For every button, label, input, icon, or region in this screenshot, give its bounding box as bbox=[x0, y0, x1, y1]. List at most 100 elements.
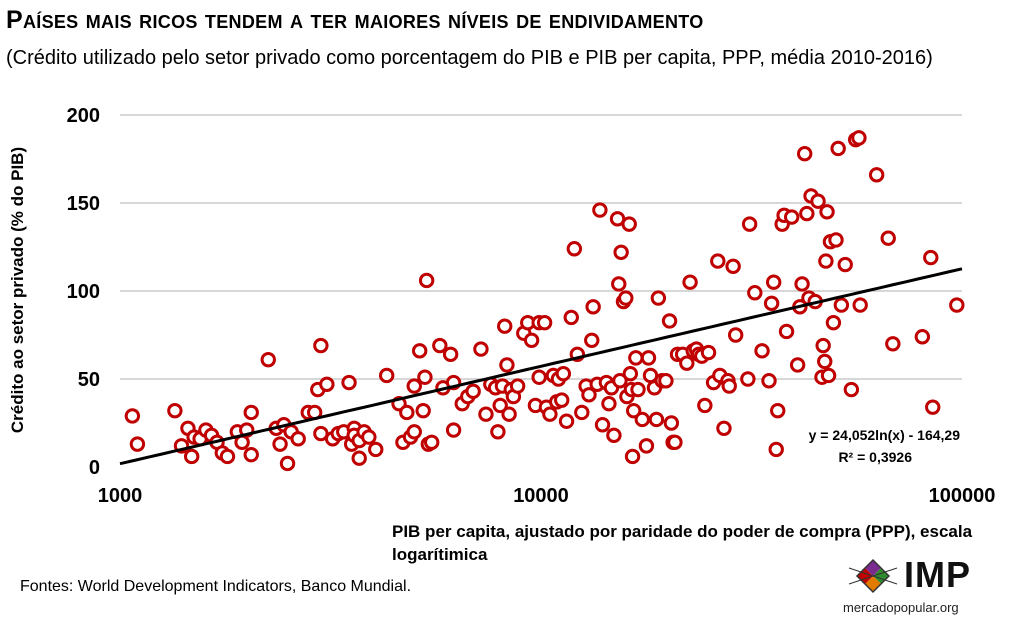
data-point bbox=[761, 373, 777, 389]
y-tick-label: 50 bbox=[78, 369, 100, 391]
data-point bbox=[815, 337, 831, 354]
data-point bbox=[368, 441, 384, 458]
data-point bbox=[279, 455, 296, 472]
data-point bbox=[625, 402, 642, 419]
data-point bbox=[423, 434, 440, 451]
data-point bbox=[949, 297, 965, 313]
diamond-logo-icon bbox=[848, 558, 898, 594]
data-point bbox=[601, 395, 617, 412]
data-point bbox=[501, 406, 517, 422]
data-point bbox=[778, 323, 795, 340]
regression-r-squared: R² = 0,3926 bbox=[838, 449, 912, 465]
chart-subtitle: (Crédito utilizado pelo setor privado co… bbox=[6, 47, 933, 69]
data-point bbox=[765, 274, 782, 290]
data-point bbox=[634, 411, 650, 428]
data-point bbox=[581, 387, 597, 403]
data-point bbox=[418, 272, 435, 289]
data-point bbox=[819, 204, 835, 220]
data-point bbox=[243, 446, 259, 463]
data-point bbox=[789, 357, 806, 373]
data-point bbox=[810, 193, 826, 209]
data-point bbox=[852, 297, 868, 313]
data-point bbox=[290, 431, 306, 447]
data-point bbox=[837, 256, 853, 273]
data-point bbox=[523, 332, 540, 348]
data-point bbox=[415, 402, 431, 419]
chart-title: Países mais ricos tendem a ter maiores n… bbox=[6, 6, 704, 34]
data-point bbox=[828, 232, 844, 248]
data-point bbox=[592, 202, 608, 218]
data-point bbox=[754, 343, 770, 359]
data-point bbox=[406, 424, 422, 440]
x-axis-label: PIB per capita, ajustado por paridade do… bbox=[392, 522, 973, 564]
data-point bbox=[727, 327, 744, 343]
data-point bbox=[648, 411, 665, 428]
data-point bbox=[584, 332, 600, 348]
data-point bbox=[606, 427, 622, 444]
data-point bbox=[817, 353, 833, 370]
data-point bbox=[663, 415, 680, 431]
x-tick-label: 1000 bbox=[98, 485, 143, 507]
data-point bbox=[442, 346, 459, 363]
data-point bbox=[725, 258, 741, 275]
data-point bbox=[923, 249, 939, 266]
data-point bbox=[710, 253, 726, 269]
data-point bbox=[818, 253, 834, 269]
data-point bbox=[638, 438, 655, 454]
data-point bbox=[820, 367, 837, 384]
y-tick-label: 0 bbox=[89, 457, 100, 479]
data-point bbox=[341, 374, 357, 391]
data-point bbox=[799, 205, 815, 222]
data-point bbox=[661, 313, 678, 329]
data-point bbox=[747, 285, 763, 301]
data-point bbox=[219, 448, 236, 465]
data-point bbox=[272, 436, 288, 452]
data-point bbox=[667, 434, 683, 451]
data-point bbox=[167, 402, 183, 419]
data-point bbox=[378, 367, 395, 384]
data-point bbox=[851, 130, 867, 146]
data-points bbox=[124, 130, 965, 472]
trend-line bbox=[119, 267, 963, 466]
data-point bbox=[794, 276, 810, 292]
data-point bbox=[796, 146, 813, 162]
data-point bbox=[611, 276, 627, 292]
data-point bbox=[399, 404, 415, 421]
data-point bbox=[319, 376, 335, 392]
data-point bbox=[473, 341, 489, 357]
data-point bbox=[243, 404, 259, 421]
data-point bbox=[536, 314, 553, 331]
data-point bbox=[768, 441, 784, 458]
data-point bbox=[555, 366, 572, 382]
data-point bbox=[697, 397, 713, 414]
y-tick-label: 100 bbox=[67, 281, 100, 303]
data-point bbox=[566, 241, 583, 257]
data-point bbox=[234, 434, 250, 451]
data-point bbox=[624, 448, 641, 465]
data-point bbox=[784, 209, 800, 225]
regression-equation: y = 24,052ln(x) - 164,29 bbox=[809, 427, 961, 443]
data-point bbox=[465, 383, 481, 400]
data-point bbox=[558, 413, 575, 429]
data-point bbox=[716, 420, 732, 436]
data-point bbox=[432, 337, 448, 354]
data-point bbox=[124, 408, 141, 424]
data-point bbox=[497, 318, 513, 334]
data-point bbox=[880, 230, 896, 246]
data-point bbox=[682, 274, 698, 290]
data-point bbox=[612, 373, 628, 389]
y-tick-label: 150 bbox=[67, 193, 100, 215]
data-point bbox=[542, 406, 558, 422]
data-point bbox=[411, 343, 428, 359]
data-point bbox=[679, 355, 695, 371]
data-point bbox=[260, 351, 276, 368]
data-point bbox=[914, 329, 931, 345]
data-point bbox=[622, 366, 639, 382]
x-axis: 1000 10000 100000 bbox=[98, 485, 996, 507]
logo-text: IMP bbox=[904, 554, 972, 595]
data-point bbox=[574, 404, 590, 421]
data-point bbox=[825, 314, 842, 331]
data-point bbox=[406, 378, 422, 394]
data-point bbox=[554, 392, 570, 408]
